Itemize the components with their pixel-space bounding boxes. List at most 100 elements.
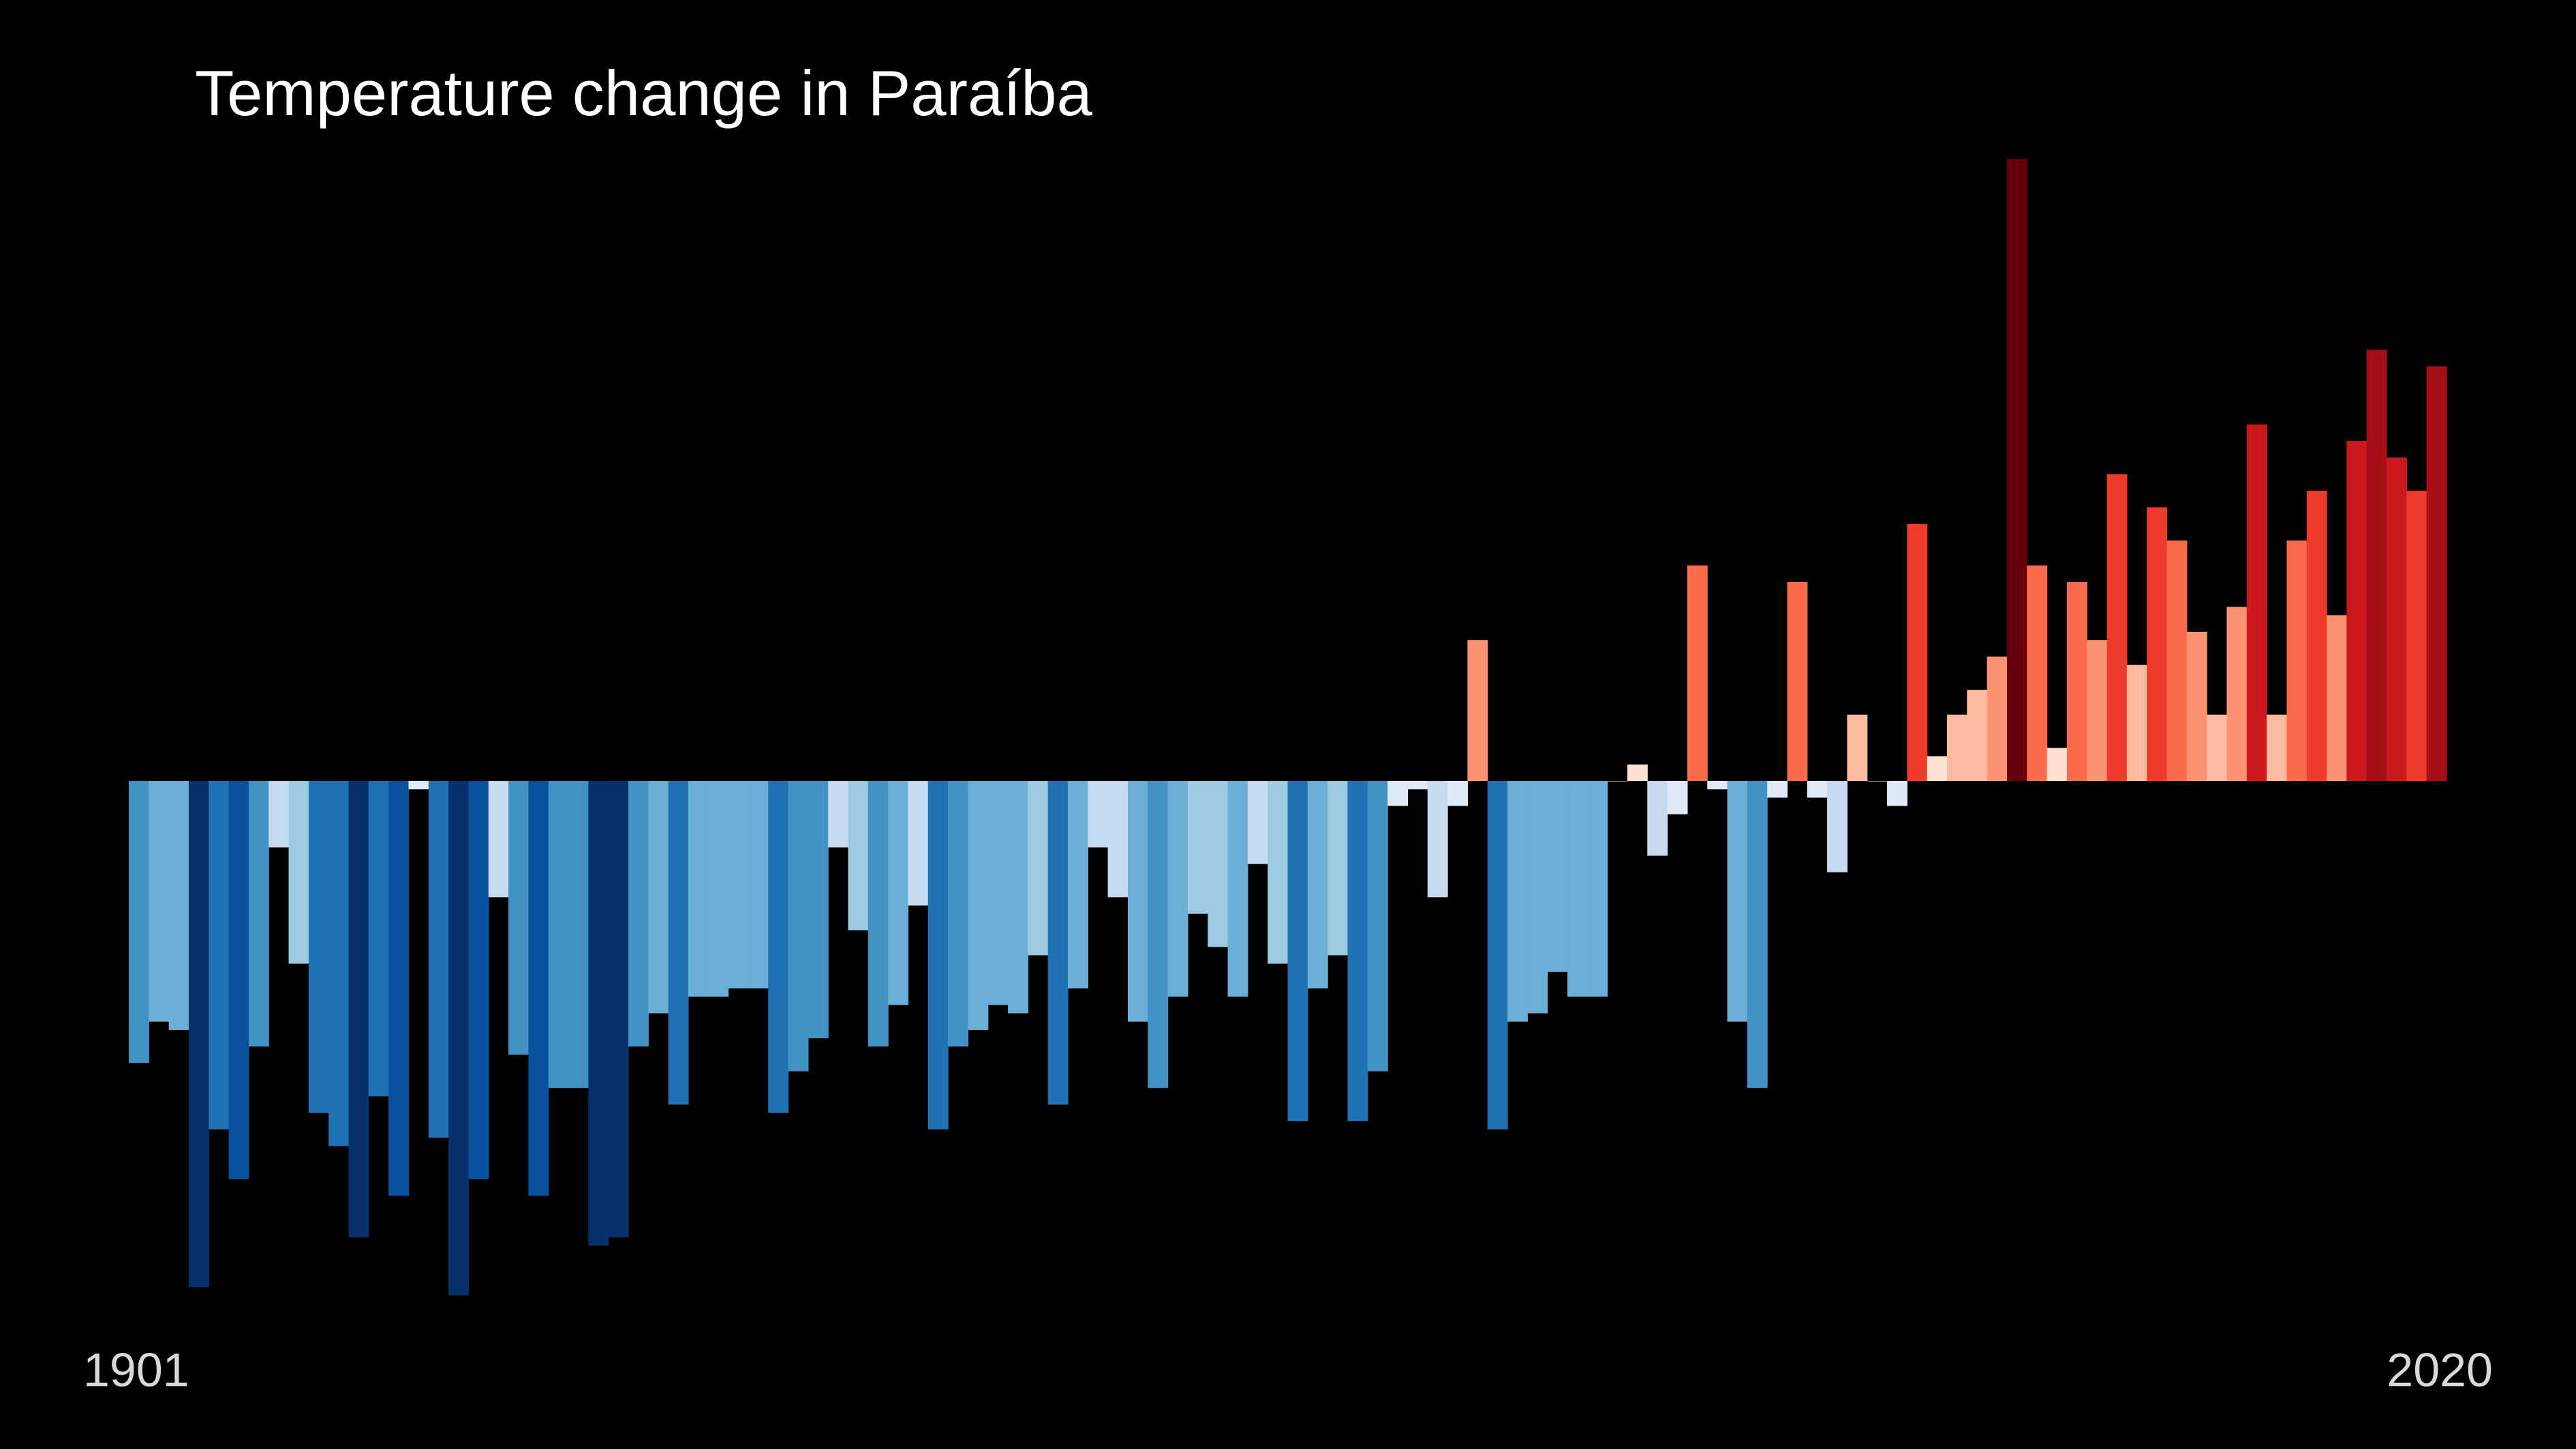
bar-1949 <box>1088 781 1109 848</box>
bar-1936 <box>828 781 849 848</box>
bar-1928 <box>668 781 689 1105</box>
bar-1943 <box>968 781 989 1031</box>
bar-1963 <box>1367 781 1388 1071</box>
bar-1975 <box>1607 781 1628 782</box>
bar-1994 <box>1987 656 2008 781</box>
bar-1990 <box>1907 523 1928 781</box>
bar-1942 <box>948 781 968 1047</box>
bar-1919 <box>488 781 509 898</box>
bar-1947 <box>1047 781 1069 1105</box>
bar-1933 <box>768 781 789 1113</box>
bar-1912 <box>348 781 369 1238</box>
bar-1939 <box>888 781 909 1005</box>
bar-1948 <box>1067 781 1088 989</box>
bar-1911 <box>328 781 350 1146</box>
bar-2016 <box>2426 366 2447 781</box>
bar-2012 <box>2346 441 2367 781</box>
bar-2003 <box>2166 540 2188 781</box>
bar-1914 <box>388 781 410 1196</box>
bar-1972 <box>1547 781 1568 972</box>
bar-1980 <box>1707 781 1728 790</box>
bar-1952 <box>1148 781 1169 1088</box>
x-axis-end-label: 2020 <box>2387 1343 2493 1397</box>
bar-2011 <box>2327 615 2348 781</box>
bar-2008 <box>2267 714 2288 781</box>
bar-1909 <box>288 781 309 964</box>
bar-1935 <box>808 781 829 1039</box>
bar-1978 <box>1667 781 1688 814</box>
bar-1920 <box>508 781 529 1055</box>
bar-1998 <box>2066 581 2087 781</box>
bar-1925 <box>608 781 629 1238</box>
bar-1950 <box>1107 781 1129 898</box>
bar-1961 <box>1328 781 1349 956</box>
bar-2015 <box>2406 491 2427 781</box>
bar-1930 <box>708 781 729 997</box>
bar-1964 <box>1387 781 1409 806</box>
bar-1916 <box>428 781 449 1138</box>
bar-1982 <box>1747 781 1768 1088</box>
bar-2005 <box>2207 714 2228 781</box>
bar-1968 <box>1467 640 1488 781</box>
bar-1927 <box>648 781 669 1013</box>
bar-1944 <box>987 781 1009 1005</box>
bar-2013 <box>2366 350 2387 781</box>
bar-1984 <box>1787 581 1808 781</box>
bar-1917 <box>448 781 470 1296</box>
bar-1958 <box>1268 781 1289 964</box>
bar-1918 <box>468 781 489 1180</box>
bar-1902 <box>149 781 170 1022</box>
bar-1906 <box>228 781 249 1180</box>
bar-2000 <box>2106 474 2128 781</box>
bar-1915 <box>408 781 429 790</box>
bar-1971 <box>1527 781 1548 1013</box>
bar-1953 <box>1167 781 1189 997</box>
bar-1973 <box>1567 781 1588 997</box>
bar-2010 <box>2306 491 2327 781</box>
bar-1960 <box>1307 781 1328 989</box>
bar-1981 <box>1727 781 1748 1022</box>
bar-1987 <box>1847 714 1868 781</box>
bar-1913 <box>368 781 389 1097</box>
bar-1951 <box>1127 781 1148 1022</box>
x-axis-start-label: 1901 <box>83 1343 189 1397</box>
bar-1962 <box>1347 781 1368 1121</box>
bar-1908 <box>269 781 290 848</box>
bar-1929 <box>688 781 709 997</box>
bar-1993 <box>1967 690 1988 781</box>
bar-1959 <box>1287 781 1308 1121</box>
bar-2009 <box>2286 540 2307 781</box>
bar-1976 <box>1627 764 1648 781</box>
bar-1969 <box>1487 781 1508 1130</box>
bar-1954 <box>1187 781 1208 914</box>
bar-1922 <box>548 781 569 1088</box>
bar-1924 <box>588 781 609 1246</box>
bar-1991 <box>1927 756 1948 781</box>
bar-2002 <box>2147 507 2168 781</box>
bar-1932 <box>748 781 769 989</box>
bar-1903 <box>168 781 189 1031</box>
bar-1967 <box>1447 781 1468 806</box>
bar-1965 <box>1407 781 1428 790</box>
bar-1983 <box>1767 781 1788 798</box>
bar-1926 <box>628 781 649 1047</box>
bar-1910 <box>308 781 329 1113</box>
bar-1986 <box>1827 781 1848 872</box>
bar-1901 <box>129 781 149 1063</box>
bar-2014 <box>2387 457 2407 781</box>
bar-1955 <box>1208 781 1229 947</box>
bar-1940 <box>908 781 929 906</box>
bar-2007 <box>2246 424 2267 781</box>
bar-1988 <box>1867 781 1888 782</box>
bar-1989 <box>1887 781 1907 806</box>
bar-2004 <box>2186 631 2207 781</box>
page-title: Temperature change in Paraíba <box>195 57 1092 129</box>
bar-1970 <box>1507 781 1528 1022</box>
bar-1966 <box>1427 781 1448 898</box>
bar-1945 <box>1008 781 1028 1013</box>
bar-1979 <box>1687 565 1708 781</box>
bar-1946 <box>1028 781 1049 956</box>
bar-1956 <box>1227 781 1248 997</box>
bar-1904 <box>188 781 209 1287</box>
